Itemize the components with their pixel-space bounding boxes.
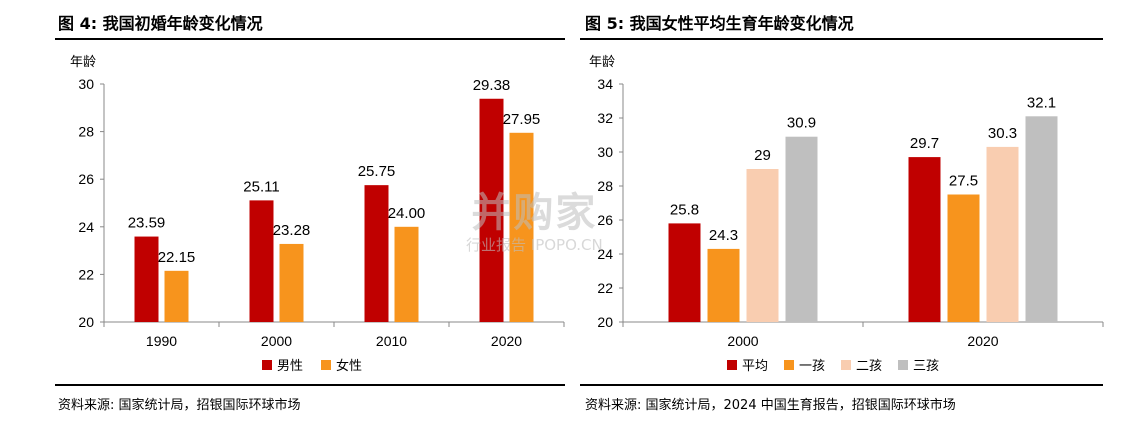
legend-label: 二孩 [856, 358, 882, 373]
y-tick-label: 26 [78, 171, 94, 187]
y-axis-label: 年龄 [70, 54, 96, 69]
legend-label: 男性 [277, 358, 303, 373]
data-label: 22.15 [158, 249, 196, 266]
y-tick-label: 24 [597, 246, 613, 262]
bar [668, 223, 701, 322]
y-tick-label: 28 [597, 178, 613, 194]
y-axis-label: 年龄 [589, 54, 615, 69]
y-tick-label: 20 [78, 314, 94, 330]
bar [279, 243, 304, 322]
data-label: 29.7 [910, 135, 939, 152]
legend-swatch [898, 360, 908, 370]
legend-label: 三孩 [913, 358, 939, 373]
bar [1025, 116, 1058, 322]
data-label: 23.59 [128, 215, 166, 232]
chart-title: 图 5: 我国女性平均生育年龄变化情况 [585, 14, 854, 33]
y-tick-label: 30 [597, 144, 613, 160]
bar [947, 194, 980, 322]
title-rule [580, 38, 1103, 40]
bar [394, 226, 419, 322]
bar [746, 169, 779, 322]
data-label: 25.11 [243, 178, 279, 195]
x-tick-label: 2020 [491, 333, 522, 349]
data-label: 27.95 [503, 111, 541, 128]
data-label: 24.3 [709, 227, 738, 244]
data-label: 24.00 [388, 205, 426, 222]
legend-label: 女性 [336, 358, 362, 373]
x-tick-label: 2010 [376, 333, 407, 349]
legend-label: 一孩 [799, 358, 825, 373]
y-tick-label: 22 [78, 266, 94, 282]
bar [908, 157, 941, 322]
data-label: 29.38 [473, 77, 511, 94]
y-tick-label: 22 [597, 280, 613, 296]
legend-swatch [727, 360, 737, 370]
data-label: 29 [754, 147, 771, 164]
data-label: 25.8 [670, 201, 699, 218]
y-tick-label: 28 [78, 124, 94, 140]
bar [479, 98, 504, 322]
x-tick-label: 1990 [146, 333, 177, 349]
y-tick-label: 34 [597, 76, 613, 92]
legend-swatch [784, 360, 794, 370]
bar [134, 236, 159, 322]
data-label: 30.9 [787, 115, 816, 132]
right-panel: 图 5: 我国女性平均生育年龄变化情况 年龄 20 22 24 26 28 30 32 34 20… [580, 0, 1147, 444]
source-rule [580, 384, 1103, 386]
data-label: 23.28 [273, 222, 311, 239]
bar [986, 146, 1019, 322]
legend-swatch [262, 360, 272, 370]
left-panel: 图 4: 我国初婚年龄变化情况 年龄 20 22 24 26 28 30 1990 23.59 2… [0, 0, 572, 444]
legend-swatch [841, 360, 851, 370]
y-tick-label: 24 [78, 219, 94, 235]
x-tick-label: 2000 [727, 333, 758, 349]
childbearing-age-chart: 年龄 20 22 24 26 28 30 32 34 2000 25.8 24.3 29 30.9 2020… [589, 54, 1104, 373]
bar [364, 185, 389, 322]
data-label: 25.75 [358, 163, 396, 180]
marriage-age-chart: 年龄 20 22 24 26 28 30 1990 23.59 22.15 2000 25.11 23.… [70, 54, 565, 373]
source-rule [55, 384, 565, 386]
data-label: 32.1 [1027, 94, 1056, 111]
bar [249, 200, 274, 322]
source-note: 资料来源: 国家统计局，2024 中国生育报告，招银国际环球市场 [585, 398, 956, 413]
legend-swatch [321, 360, 331, 370]
title-rule [55, 38, 565, 40]
bar [707, 248, 740, 322]
source-note: 资料来源: 国家统计局，招银国际环球市场 [58, 398, 301, 413]
bar [509, 132, 534, 322]
data-label: 27.5 [949, 173, 978, 190]
y-tick-label: 32 [597, 110, 613, 126]
data-label: 30.3 [988, 125, 1017, 142]
y-tick-label: 30 [78, 76, 94, 92]
y-tick-label: 26 [597, 212, 613, 228]
chart-title: 图 4: 我国初婚年龄变化情况 [58, 14, 263, 33]
x-tick-label: 2000 [261, 333, 292, 349]
bar [785, 136, 818, 322]
x-tick-label: 2020 [967, 333, 998, 349]
legend-label: 平均 [742, 358, 768, 373]
y-tick-label: 20 [597, 314, 613, 330]
bar [164, 270, 189, 322]
